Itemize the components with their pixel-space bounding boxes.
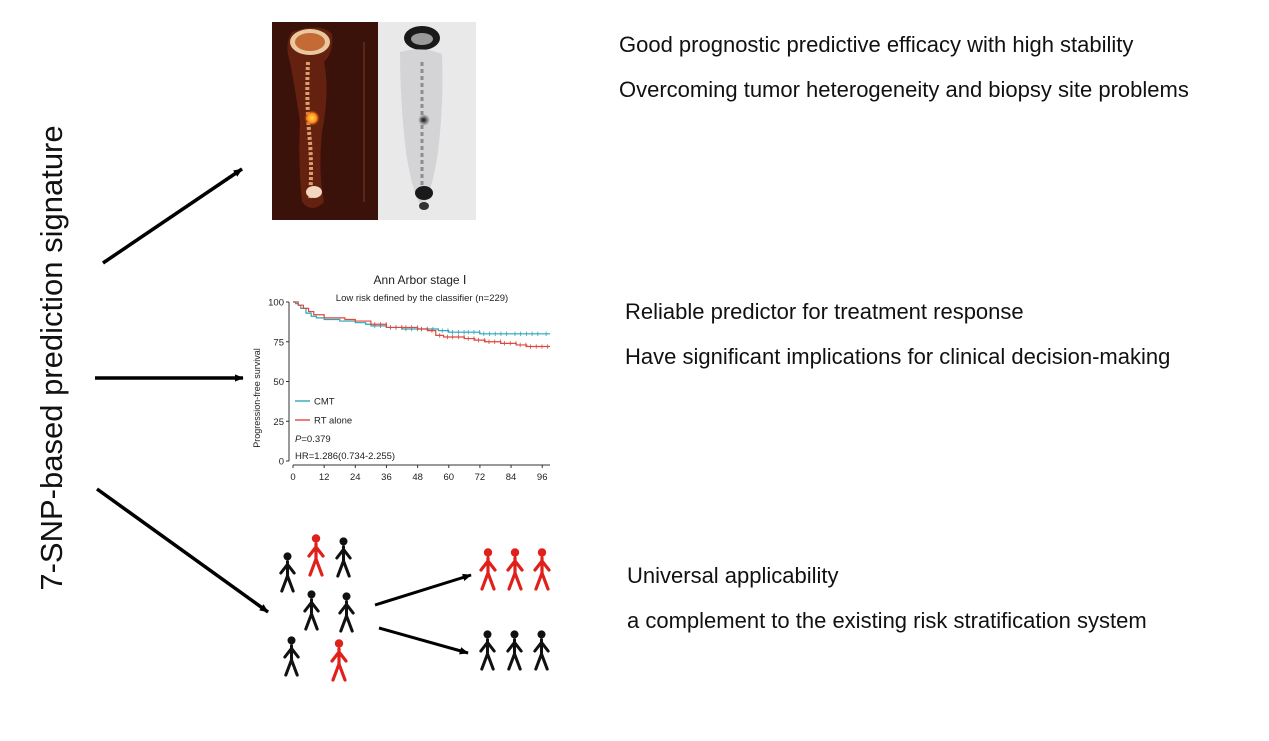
- arrow-to-pet-image: [102, 167, 243, 265]
- person-icon: [303, 590, 320, 631]
- arrow-to-low-risk-group: [378, 626, 469, 655]
- high-risk-group: [479, 548, 551, 591]
- person-icon: [338, 592, 355, 633]
- y-tick-label: 25: [273, 417, 284, 428]
- person-icon: [335, 537, 352, 578]
- arrow-to-population: [95, 487, 270, 614]
- chart-subtitle: Low risk defined by the classifier (n=22…: [336, 293, 508, 304]
- benefit-line: Have significant implications for clinic…: [625, 344, 1171, 370]
- y-tick-label: 100: [268, 298, 284, 309]
- chart-series: [293, 301, 550, 349]
- legend-label-rt-alone: RT alone: [314, 416, 352, 427]
- person-icon: [506, 548, 524, 591]
- low-risk-group: [479, 630, 550, 671]
- x-tick-label: 12: [319, 472, 330, 483]
- arrow-to-high-risk-group: [374, 573, 472, 607]
- pet-ct-scan-image: [272, 22, 476, 220]
- x-tick-label: 84: [506, 472, 517, 483]
- survival-chart: Ann Arbor stage Ⅰ Low risk defined by th…: [252, 273, 550, 483]
- person-icon: [330, 639, 348, 682]
- p-value-number: =0.379: [301, 434, 330, 445]
- benefit-block-treatment: Reliable predictor for treatment respons…: [625, 299, 1170, 390]
- benefit-block-applicability: Universal applicability a complement to …: [627, 563, 1147, 654]
- chart-title: Ann Arbor stage Ⅰ: [374, 273, 467, 287]
- person-icon: [479, 548, 497, 591]
- benefit-line: Overcoming tumor heterogeneity and biops…: [619, 77, 1189, 103]
- x-tick-label: 36: [381, 472, 392, 483]
- person-icon: [307, 534, 325, 577]
- benefit-line: a complement to the existing risk strati…: [627, 608, 1147, 634]
- y-axis-label: Progression-free survival: [252, 348, 262, 448]
- x-tick-label: 96: [537, 472, 548, 483]
- p-value-label: P: [295, 434, 302, 445]
- y-tick-label: 50: [273, 377, 284, 388]
- person-icon: [506, 630, 523, 671]
- mixed-population: [279, 534, 355, 682]
- person-icon: [533, 548, 551, 591]
- person-icon: [533, 630, 550, 671]
- person-icon: [279, 552, 296, 593]
- chart-legend: CMT RT alone: [295, 397, 352, 427]
- series-line-cmt: [293, 301, 550, 335]
- hazard-ratio-annotation: HR=1.286(0.734-2.255): [295, 451, 395, 462]
- p-value-annotation: P=0.379: [295, 434, 331, 445]
- person-icon: [479, 630, 496, 671]
- legend-label-cmt: CMT: [314, 397, 335, 408]
- y-tick-label: 0: [279, 457, 284, 468]
- y-tick-label: 75: [273, 337, 284, 348]
- arrows: [95, 167, 472, 655]
- x-tick-label: 60: [443, 472, 454, 483]
- x-tick-label: 0: [290, 472, 295, 483]
- benefit-line: Good prognostic predictive efficacy with…: [619, 32, 1134, 57]
- x-tick-label: 24: [350, 472, 361, 483]
- benefit-line: Reliable predictor for treatment respons…: [625, 299, 1024, 324]
- chart-axes: 0 25 50 75 100 0 12 24 36 48 60 72 84 96: [268, 298, 550, 483]
- benefit-line: Universal applicability: [627, 563, 839, 588]
- series-line-rt-alone: [293, 301, 550, 348]
- person-icon: [283, 636, 300, 677]
- benefit-block-stability: Good prognostic predictive efficacy with…: [619, 32, 1189, 123]
- x-tick-label: 72: [475, 472, 486, 483]
- x-tick-label: 48: [412, 472, 423, 483]
